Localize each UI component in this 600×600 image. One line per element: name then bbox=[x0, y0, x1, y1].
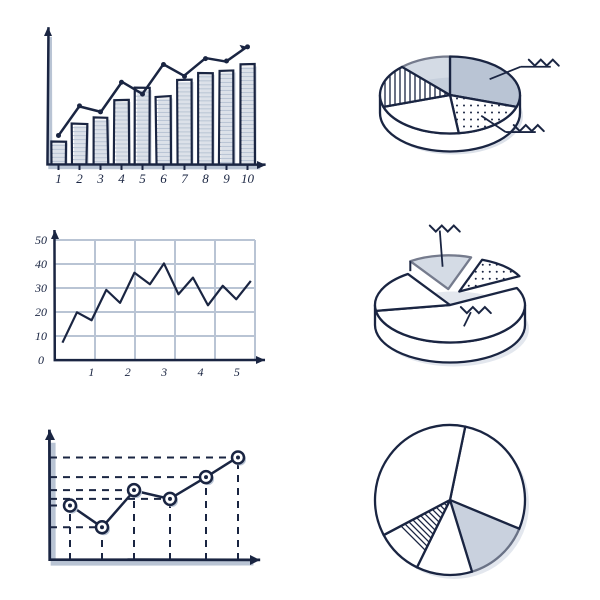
axis-label: 10 bbox=[241, 171, 255, 186]
axis-label: 1 bbox=[55, 171, 62, 186]
axis-label: 1 bbox=[88, 365, 94, 379]
pie-flat-cell bbox=[300, 400, 600, 600]
axis-label: 40 bbox=[35, 257, 47, 271]
axis-label: 20 bbox=[35, 305, 47, 319]
axis-label: 4 bbox=[197, 365, 203, 379]
pie-3d-mid-cell bbox=[300, 200, 600, 400]
axis-label: 30 bbox=[34, 281, 47, 295]
pie-3d-mid bbox=[320, 210, 580, 390]
axis-label: 7 bbox=[181, 171, 188, 186]
bar-chart: 123456789 10 bbox=[20, 10, 280, 190]
axis-label: 2 bbox=[125, 365, 131, 379]
dot-line-cell bbox=[0, 400, 300, 600]
bar-chart-cell: 123456789 10 bbox=[0, 0, 300, 200]
line-chart-cell: 0 10 20 30 40 50 1 2 3 4 5 bbox=[0, 200, 300, 400]
axis-label: 3 bbox=[96, 171, 104, 186]
axis-label: 10 bbox=[35, 329, 47, 343]
pie-flat bbox=[320, 410, 580, 590]
pie-3d-top bbox=[320, 10, 580, 190]
axis-label: 9 bbox=[223, 171, 230, 186]
axis-label: 4 bbox=[118, 171, 125, 186]
axis-label: 8 bbox=[202, 171, 209, 186]
axis-label: 50 bbox=[35, 233, 47, 247]
axis-label: 5 bbox=[139, 171, 146, 186]
axis-label: 0 bbox=[38, 353, 44, 367]
axis-label: 5 bbox=[234, 365, 240, 379]
axis-label: 6 bbox=[160, 171, 167, 186]
axis-label: 3 bbox=[160, 365, 167, 379]
dot-line-chart bbox=[20, 410, 280, 590]
line-chart: 0 10 20 30 40 50 1 2 3 4 5 bbox=[20, 210, 280, 390]
pie-3d-top-cell bbox=[300, 0, 600, 200]
axis-label: 2 bbox=[76, 171, 83, 186]
